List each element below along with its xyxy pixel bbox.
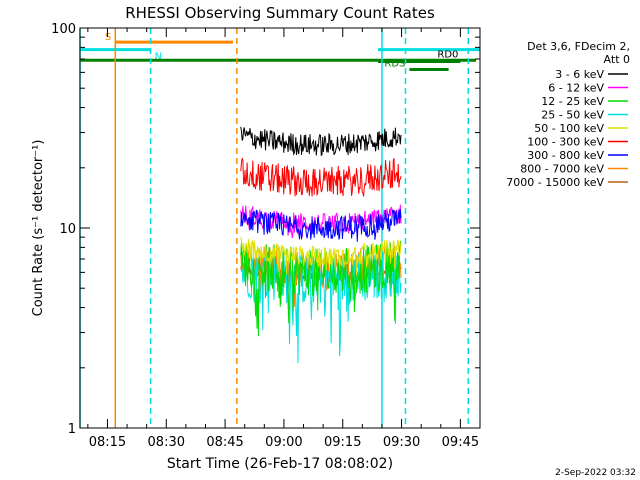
y-tick-label: 1 bbox=[68, 422, 76, 437]
x-tick-label: 09:45 bbox=[442, 435, 479, 450]
chart-title: RHESSI Observing Summary Count Rates bbox=[125, 4, 435, 22]
series-line bbox=[240, 236, 402, 276]
plot-date: 2-Sep-2022 03:32 bbox=[555, 468, 636, 478]
y-tick-label: 10 bbox=[59, 222, 76, 237]
x-axis-label: Start Time (26-Feb-17 08:08:02) bbox=[167, 456, 393, 472]
series-lines bbox=[240, 126, 402, 364]
legend-label: 12 - 25 keV bbox=[541, 95, 604, 108]
y-tick-label: 100 bbox=[51, 22, 76, 37]
legend-header: Det 3,6, FDecim 2, bbox=[527, 40, 630, 53]
legend-label: 7000 - 15000 keV bbox=[506, 176, 604, 189]
x-tick-label: 09:30 bbox=[383, 435, 420, 450]
legend-header: Att 0 bbox=[604, 53, 630, 66]
y-axis-label: Count Rate (s⁻¹ detector⁻¹) bbox=[31, 140, 46, 317]
legend-label: 100 - 300 keV bbox=[527, 136, 604, 149]
x-tick-label: 08:45 bbox=[206, 435, 243, 450]
legend-label: 300 - 800 keV bbox=[527, 149, 604, 162]
y-axis-ticks: 1 10 100 bbox=[51, 22, 480, 437]
annotation-label: RDS bbox=[384, 59, 405, 70]
legend-label: 50 - 100 keV bbox=[534, 122, 604, 135]
annotation-label: N bbox=[155, 52, 162, 63]
x-tick-label: 09:15 bbox=[324, 435, 361, 450]
legend-label: 800 - 7000 keV bbox=[520, 163, 604, 176]
x-axis-ticks: 08:15 08:30 08:45 09:00 09:15 09:30 09:45 bbox=[87, 28, 481, 450]
series-line bbox=[240, 209, 402, 242]
legend-label: 6 - 12 keV bbox=[548, 82, 604, 95]
x-tick-label: 09:00 bbox=[265, 435, 302, 450]
annotation-label: RD0 bbox=[437, 49, 458, 60]
mode-change-lines bbox=[79, 28, 469, 428]
legend-label: 25 - 50 keV bbox=[541, 109, 604, 122]
annotation-label: S bbox=[105, 32, 111, 43]
series-line bbox=[240, 157, 402, 197]
x-tick-label: 08:30 bbox=[148, 435, 185, 450]
annotation-bars: S N RD0 RDS bbox=[80, 32, 480, 72]
series-line bbox=[240, 126, 402, 157]
x-tick-label: 08:15 bbox=[89, 435, 126, 450]
legend-label: 3 - 6 keV bbox=[555, 68, 604, 81]
